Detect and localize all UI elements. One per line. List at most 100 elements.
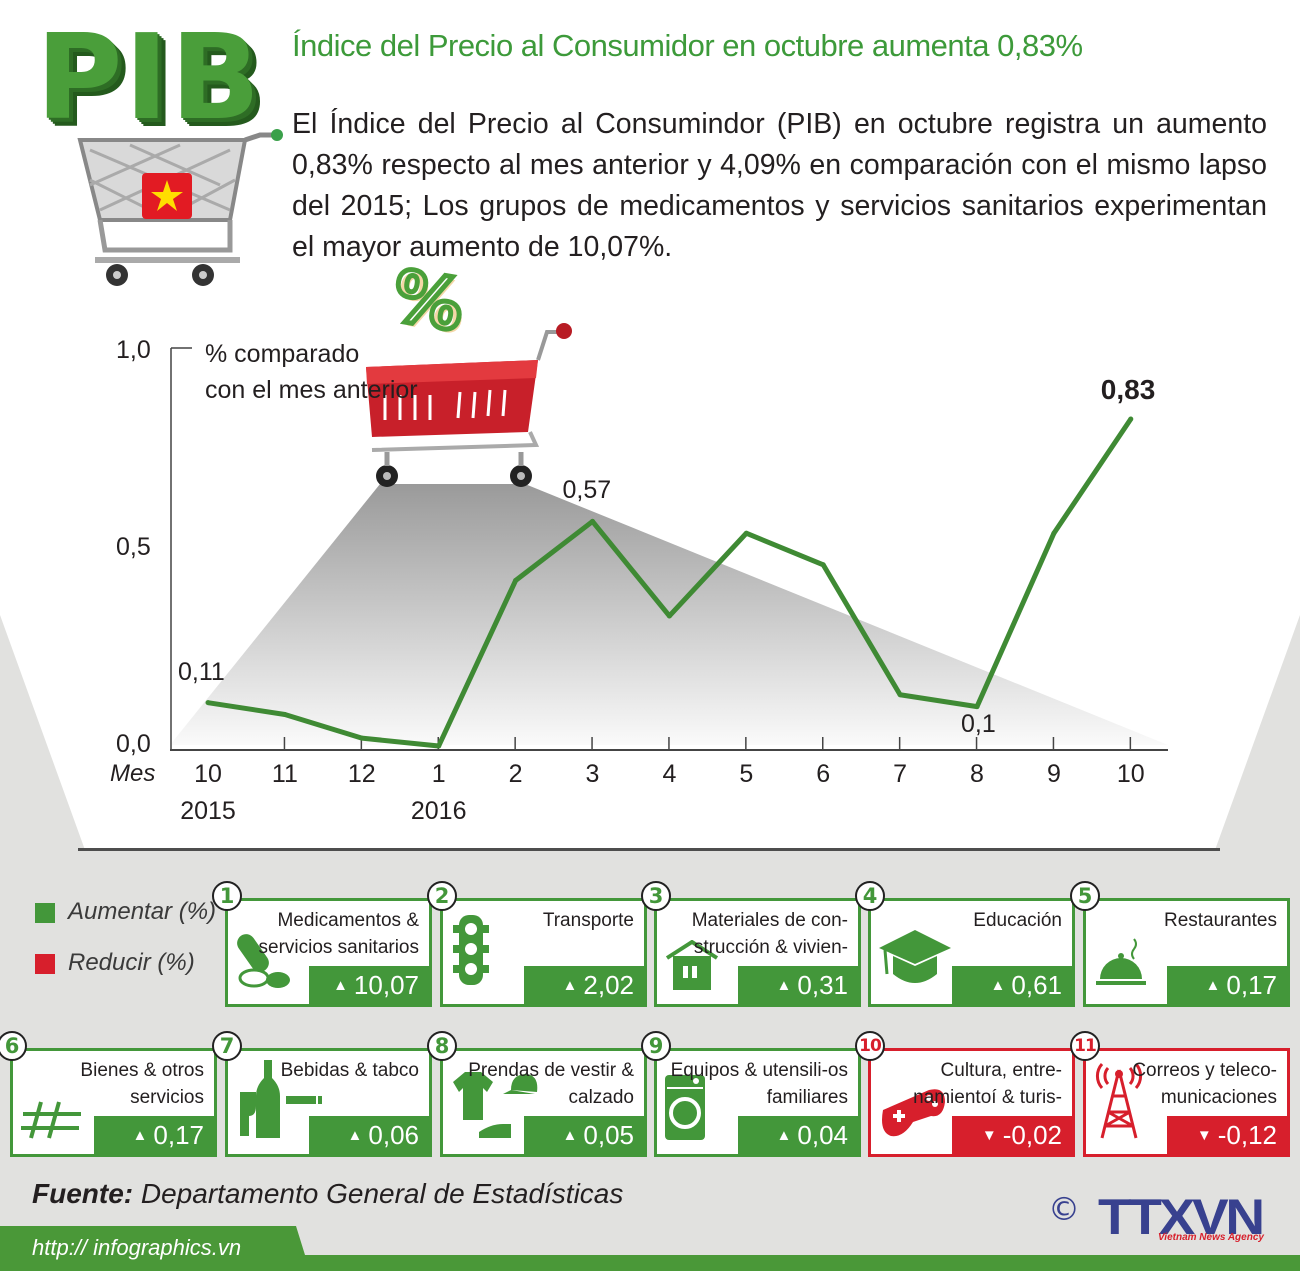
- percent-cart-icon: % %: [366, 252, 572, 487]
- group-value-text: 0,17: [1226, 969, 1277, 1000]
- group-value: ▲ 0,04: [738, 1116, 858, 1154]
- group-value-text: 0,61: [1011, 969, 1062, 1000]
- svg-text:%: %: [389, 258, 472, 351]
- group-card: Medicamentos & servicios sanitarios ▲ 10,…: [212, 881, 432, 1007]
- clothing-icon: [451, 1070, 551, 1144]
- legend-increase-label: Aumentar (%): [68, 898, 217, 925]
- group-card: Equipos & utensili-os familiares ▲ 0,04 9: [641, 1031, 861, 1157]
- y-axis-title-line-1: % comparado: [205, 340, 360, 368]
- group-card: Transporte ▲ 2,02 2: [427, 881, 647, 1007]
- group-value-text: 2,02: [583, 969, 634, 1000]
- x-tick-label: 5: [739, 760, 754, 788]
- group-card: Correos y teleco-municaciones ▼ -0,12 11: [1070, 1031, 1290, 1157]
- pib-logo: PIB: [36, 8, 263, 146]
- data-point: [1051, 530, 1057, 536]
- legend-decrease-swatch: [35, 954, 55, 974]
- arrow-down-icon: ▼: [1196, 1126, 1212, 1144]
- data-point: [205, 700, 211, 706]
- house-icon: [665, 939, 720, 994]
- legend-increase-swatch: [35, 903, 55, 923]
- x-tick-label: 8: [970, 760, 984, 788]
- group-value: ▲ 0,06: [309, 1116, 429, 1154]
- arrow-up-icon: ▲: [1205, 976, 1221, 994]
- arrow-up-icon: ▲: [347, 1126, 363, 1144]
- x-axis-title: Mes: [110, 760, 156, 787]
- hash-icon: [21, 1100, 81, 1144]
- group-name: Educación: [973, 910, 1062, 931]
- group-number-badge: 5: [1070, 881, 1100, 911]
- group-value-text: 10,07: [353, 969, 419, 1000]
- group-value: ▲ 0,17: [94, 1116, 214, 1154]
- shopping-cart-flag-icon: [77, 129, 283, 286]
- year-label: 2015: [180, 797, 236, 825]
- description: El Índice del Precio al Consumindor (PIB…: [292, 108, 1267, 263]
- website-link[interactable]: http:// infographics.vn: [32, 1235, 242, 1260]
- group-number-badge: 1: [212, 881, 242, 911]
- group-card: Educación ▲ 0,61 4: [855, 881, 1075, 1007]
- data-point: [590, 518, 595, 524]
- group-value: ▲ 0,31: [738, 966, 858, 1004]
- group-value: ▲ 0,61: [952, 966, 1072, 1004]
- cloche-icon: [1094, 935, 1149, 994]
- group-card: Bebidas & tabco ▲ 0,06 7: [212, 1031, 432, 1157]
- agency-name: Vietnam News Agency: [1158, 1232, 1264, 1243]
- ttxvn-logo: TTXVN: [1098, 1189, 1265, 1245]
- arrow-up-icon: ▲: [333, 976, 348, 994]
- x-tick-label: 4: [662, 760, 677, 788]
- data-point: [743, 530, 749, 536]
- copyright-icon: ©: [1048, 1190, 1080, 1228]
- arrow-up-icon: ▲: [776, 976, 792, 994]
- group-value: ▲ 0,17: [1167, 966, 1287, 1004]
- group-value: ▼ -0,02: [952, 1116, 1072, 1154]
- year-label: 2016: [410, 797, 467, 825]
- data-point: [1128, 416, 1134, 422]
- antenna-tower-icon: [1094, 1060, 1144, 1144]
- group-name: Bebidas & tabco: [280, 1060, 419, 1081]
- washing-machine-icon: [665, 1075, 705, 1144]
- page-title: Índice del Precio al Consumidor en octub…: [292, 28, 1083, 63]
- group-value-text: 0,06: [368, 1119, 419, 1150]
- group-name: Materiales de con-strucción & vivien-: [691, 910, 848, 958]
- arrow-up-icon: ▲: [562, 976, 578, 994]
- group-number-badge: 2: [427, 881, 457, 911]
- data-point: [897, 692, 903, 698]
- y-tick-label: 0,5: [116, 533, 151, 561]
- group-value-text: -0,02: [1002, 1119, 1062, 1150]
- y-tick-label: 0,0: [116, 730, 151, 758]
- y-axis-title-line-2: con el mes anterior: [205, 376, 418, 404]
- x-tick-label: 12: [347, 760, 376, 788]
- group-name: Transporte: [542, 910, 634, 931]
- group-card: Restaurantes ▲ 0,17 5: [1070, 881, 1290, 1007]
- group-card: Prendas de vestir & calzado ▲ 0,05 8: [427, 1031, 647, 1157]
- x-tick-label: 11: [271, 760, 298, 788]
- group-card: Bienes & otros servicios ▲ 0,17 6: [0, 1031, 217, 1157]
- footer-band: [0, 1226, 1300, 1271]
- group-number-badge: 8: [427, 1031, 457, 1061]
- source-label: Fuente:: [32, 1178, 134, 1209]
- group-name: Medicamentos & servicios sanitarios: [258, 910, 420, 958]
- group-number-badge: 9: [641, 1031, 671, 1061]
- group-number-badge: 3: [641, 881, 671, 911]
- arrow-up-icon: ▲: [776, 1126, 792, 1144]
- arrow-up-icon: ▲: [132, 1126, 148, 1144]
- traffic-light-icon: [451, 915, 491, 994]
- group-number-badge: 10: [855, 1031, 885, 1061]
- group-value-text: 0,05: [583, 1119, 634, 1150]
- data-point: [513, 578, 519, 584]
- data-point: [974, 704, 980, 710]
- x-tick-label: 10: [194, 760, 222, 788]
- group-number-badge: 6: [0, 1031, 27, 1061]
- y-axis-title: % comparado con el mes anterior: [205, 336, 418, 408]
- data-point: [282, 711, 288, 717]
- group-value: ▲ 10,07: [309, 966, 429, 1004]
- group-name: Equipos & utensili-os familiares: [670, 1060, 848, 1108]
- data-label: 0,1: [961, 709, 996, 738]
- group-name: Cultura, entre-namientoí & turis-: [913, 1060, 1062, 1108]
- arrow-down-icon: ▼: [981, 1126, 997, 1144]
- graduation-cap-icon: [879, 930, 951, 994]
- group-value-text: -0,12: [1217, 1119, 1277, 1150]
- data-point: [436, 743, 442, 749]
- group-value-text: 0,31: [797, 969, 848, 1000]
- source: Fuente: Departamento General de Estadíst…: [32, 1178, 623, 1210]
- data-point: [666, 613, 672, 619]
